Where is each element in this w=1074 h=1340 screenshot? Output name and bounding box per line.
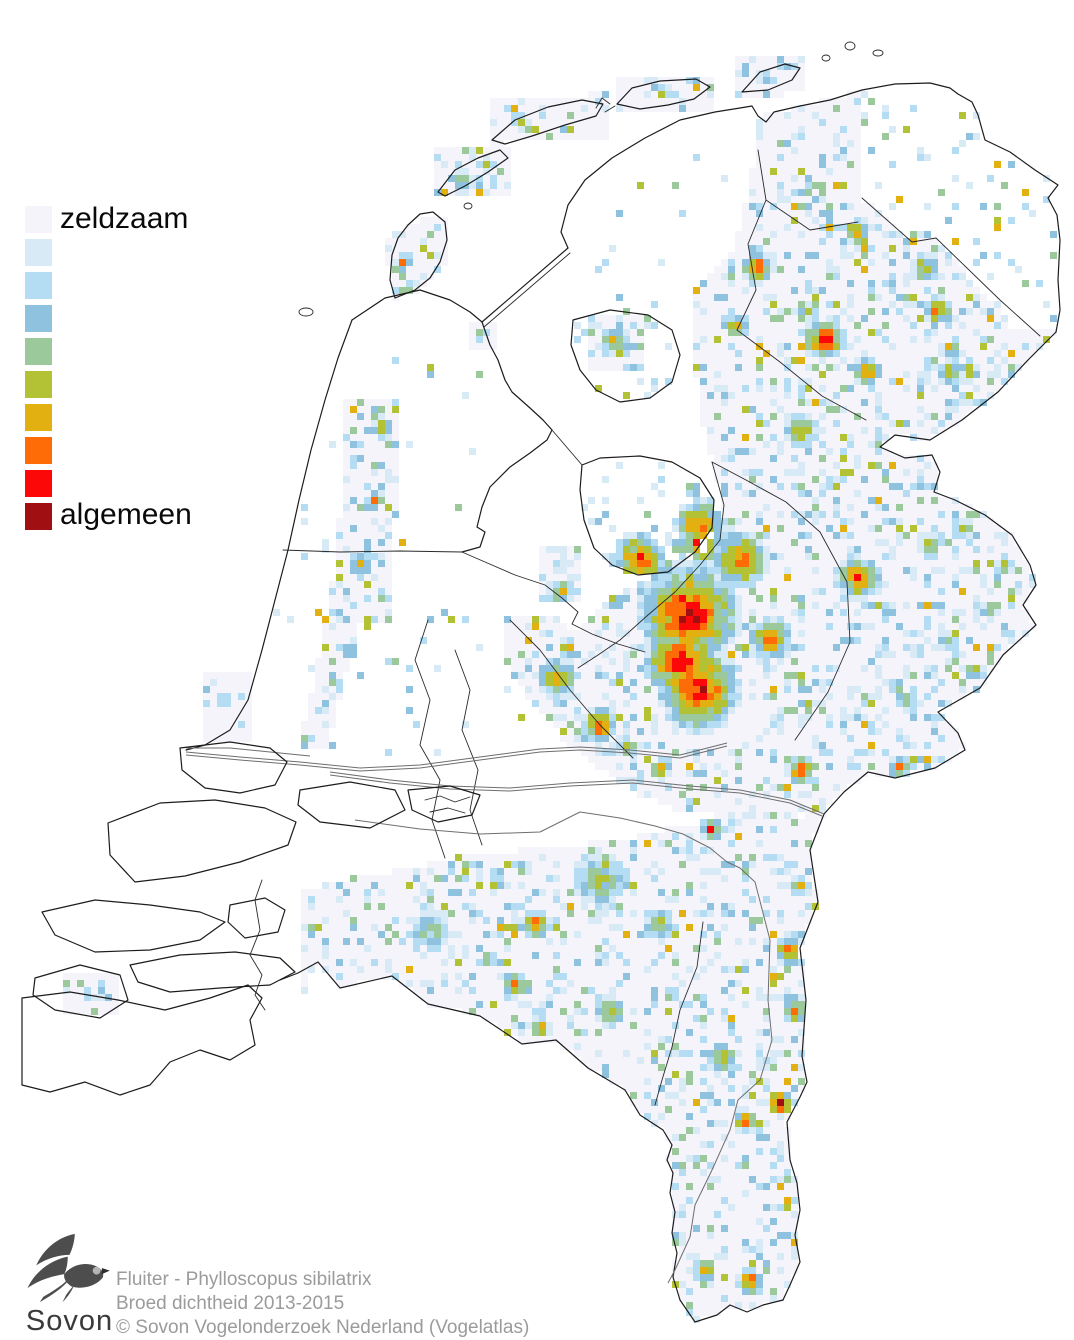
sovon-logo-text: Sovon [25,1305,114,1337]
hoeksche-waard [297,781,406,829]
afsluitdijk-2 [483,252,571,328]
terschelling-east-marks [595,97,616,113]
schouwen-duiveland [41,899,226,953]
rottum-2 [844,41,856,51]
terschelling [491,99,604,145]
legend-swatch [25,272,52,299]
border-belgium [279,961,626,1091]
river-lek-2 [185,745,728,772]
legend-swatch [25,437,52,464]
legend-swatch [25,206,52,233]
vlieland [437,149,509,197]
caption-copyright: © Sovon Vogelonderzoek Nederland (Vogela… [116,1317,530,1338]
coast-friesland-groningen [560,82,1061,333]
texel [389,211,448,299]
afsluitdijk [481,247,569,323]
legend-swatch [25,338,52,365]
coast-ijsselmeer-west [461,321,553,553]
border-utrecht-2 [454,649,483,846]
caption: Fluiter - Phylloscopus sibilatrix Broed … [116,1268,529,1340]
legend-label-rare: zeldzaam [60,202,189,235]
heuvelrug-line [509,619,634,759]
border-germany [823,331,1057,815]
flevoland [579,455,715,576]
griend [463,202,473,210]
rottum-3 [872,49,884,57]
border-friesland-drenthe [736,149,767,331]
biesbosch-creeks-1 [424,795,471,803]
border-limburg-south [624,1089,784,1323]
noordoostpolder [570,309,681,403]
caption-subtitle: Broed dichtheid 2013-2015 [116,1293,345,1314]
density-cells [63,56,1057,1323]
ijssel-river [711,461,851,741]
brabant-west-coast [249,879,266,1011]
map-outlines [21,41,1061,1323]
coast-west [185,319,353,751]
noordzeekanaal [282,549,463,553]
walcheren [32,964,129,1019]
border-drenthe-overijssel [736,329,867,421]
legend-swatches [25,206,52,536]
density-level-6-cells [315,84,1029,1288]
eiland-dordrecht [407,785,481,823]
ameland [616,78,711,110]
biesbosch-creeks-2 [429,807,466,814]
rottum-1 [821,54,831,62]
border-groningen-drenthe [861,197,1041,337]
density-level-1-cells [63,56,1050,1323]
sovon-logo: Sovon [12,1232,127,1338]
houtribdijk [551,429,583,466]
zeeuws-vlaanderen [21,984,263,1096]
river-maas [354,811,773,1284]
river-lek [185,742,728,769]
legend-swatch [25,239,52,266]
legend-swatch [25,503,52,530]
goeree-overflakkee [107,799,297,883]
schiermonnikoog [741,63,801,93]
caption-species: Fluiter - Phylloscopus sibilatrix [116,1269,372,1290]
zuid-beveland [129,951,296,993]
legend-swatch [25,371,52,398]
coast-noordholland-top [351,289,483,323]
border-brabant-limburg [654,921,704,1106]
noorderhaaks [298,307,314,317]
border-utrecht-1 [414,619,446,859]
tholen [227,897,286,939]
legend-swatch [25,404,52,431]
veluwemeer-shore [577,461,725,669]
legend-swatch [25,470,52,497]
border-limburg-east [782,813,825,1301]
legend-swatch [25,305,52,332]
randmeren [461,551,646,653]
voorne-putten [179,741,288,794]
border-friesland-groningen [765,199,859,231]
swallow-icon [27,1233,110,1303]
river-waal [329,771,825,815]
legend-label-common: algemeen [60,498,192,531]
river-waal-2 [329,774,823,817]
waterweg-harbor [186,747,311,757]
